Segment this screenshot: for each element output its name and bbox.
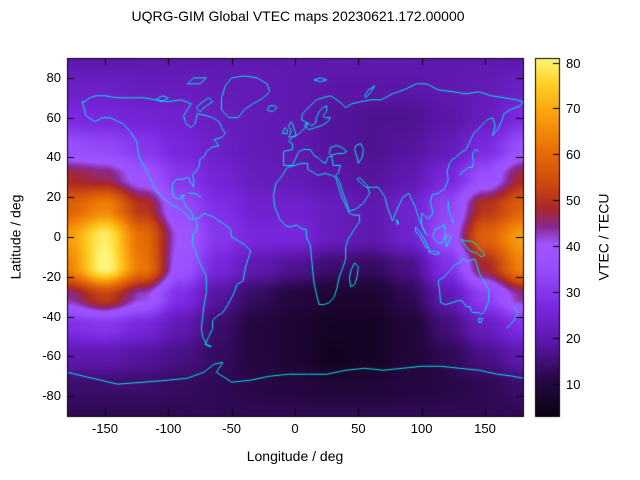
y-tick-label: 40: [46, 149, 61, 165]
x-tick-label: 50: [351, 421, 366, 436]
colorbar-tick-label: 60: [566, 146, 581, 162]
x-tick-label: -100: [155, 421, 182, 436]
y-tick-label: 60: [46, 109, 61, 125]
colorbar-tick-label: 30: [566, 284, 581, 300]
y-tick-label: -60: [42, 348, 61, 364]
y-tick-label: -40: [42, 308, 61, 324]
colorbar-tick-label: 20: [566, 330, 581, 346]
colorbar-label: VTEC / TECU: [595, 193, 611, 281]
y-tick-label: 0: [53, 229, 61, 244]
colorbar-tick-label: 70: [566, 100, 581, 116]
x-tick-label: 150: [474, 421, 496, 436]
colorbar-tick-label: 80: [566, 55, 581, 71]
colorbar-tick-label: 50: [566, 192, 581, 208]
x-tick-label: -150: [91, 421, 119, 436]
y-tick-label: -20: [42, 268, 61, 284]
x-tick-label: 0: [291, 421, 299, 436]
colorbar-tick-label: 10: [566, 376, 581, 392]
colorbar-tick-label: 40: [566, 238, 581, 254]
x-tick-label: -50: [222, 421, 242, 436]
x-tick-label: 100: [410, 421, 433, 436]
y-tick-label: -80: [42, 388, 61, 404]
y-tick-label: 80: [46, 69, 61, 85]
x-axis-label: Longitude / deg: [246, 448, 344, 464]
y-tick-label: 20: [46, 189, 61, 205]
chart-title: UQRG-GIM Global VTEC maps 20230621.172.0…: [131, 8, 465, 24]
